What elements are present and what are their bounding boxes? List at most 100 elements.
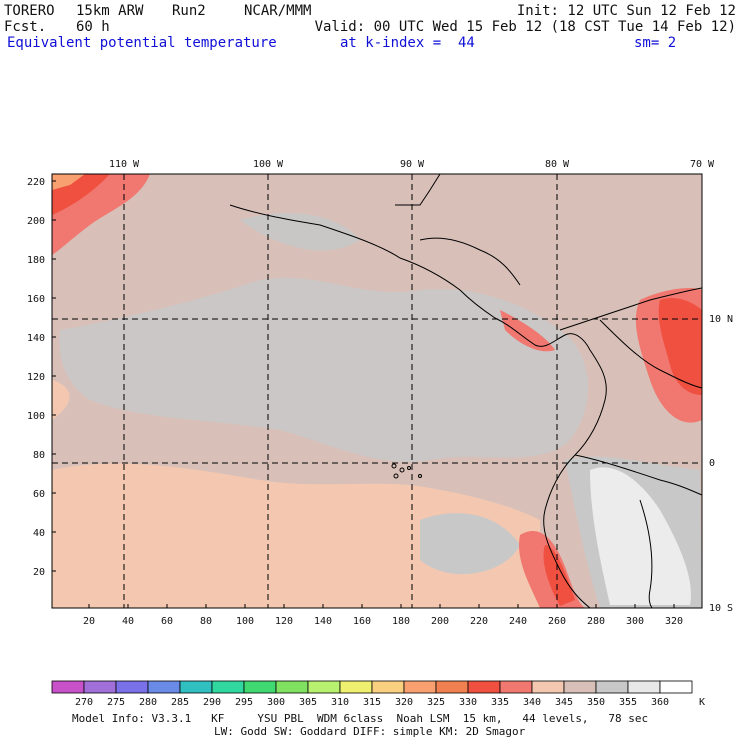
- field-south-salmon: [52, 463, 540, 608]
- colorbar-swatch: [371, 680, 405, 694]
- colorbar-label: 300: [267, 697, 285, 708]
- colorbar-label: 340: [523, 697, 541, 708]
- peru-bolivia-border: [639, 499, 653, 608]
- colorbar-swatch: [435, 680, 469, 694]
- colorbar-label: 345: [555, 697, 573, 708]
- central-america-border: [419, 237, 521, 286]
- coastlines: [229, 174, 702, 608]
- model-info: Model Info: V3.3.1 KF YSU PBL WDM 6class…: [72, 712, 649, 725]
- colorbar-label: 330: [459, 697, 477, 708]
- galapagos-island-3: [393, 473, 399, 479]
- latlon-grid: [52, 174, 702, 608]
- y-tick-label: 200: [27, 216, 45, 227]
- field-peru-hot: [543, 545, 575, 606]
- field-west-salmon: [52, 380, 70, 420]
- forecast-label: Fcst.: [4, 19, 47, 35]
- colorbar-swatch: [659, 680, 693, 694]
- field-sw-grey: [420, 513, 520, 575]
- colorbar-swatch: [179, 680, 213, 694]
- galapagos-island-5: [418, 474, 422, 478]
- x-tick-label: 200: [431, 616, 449, 627]
- x-tick-label: 260: [548, 616, 566, 627]
- colorbar-label: 320: [395, 697, 413, 708]
- colorbar: 270 275 280 285 290 295 300 305 310 315 320 325 330 3…: [51, 680, 693, 708]
- colorbar-swatch: [563, 680, 597, 694]
- y-tick-label: 20: [33, 567, 45, 578]
- galapagos-island-4: [407, 466, 411, 470]
- map-field: [52, 174, 702, 608]
- colorbar-swatch: [531, 680, 565, 694]
- x-tick-label: 220: [470, 616, 488, 627]
- colorbar-label: 360: [651, 697, 669, 708]
- lon-label-70w: 70 W: [690, 159, 715, 170]
- field-name: Equivalent potential temperature: [7, 35, 277, 51]
- colorbar-swatch: [115, 680, 149, 694]
- colorbar-label: 270: [75, 697, 93, 708]
- y-tick-label: 40: [33, 528, 45, 539]
- x-tick-label: 20: [83, 616, 95, 627]
- colorbar-swatch: [403, 680, 437, 694]
- colorbar-swatch: [307, 680, 341, 694]
- x-tick-label: 40: [122, 616, 134, 627]
- colorbar-swatch: [51, 680, 85, 694]
- colorbar-swatch: [83, 680, 117, 694]
- run-label: Run2: [172, 3, 206, 19]
- x-tick-label: 120: [275, 616, 293, 627]
- field-central-grey: [59, 277, 589, 463]
- colorbar-label: 275: [107, 697, 125, 708]
- y-tick-label: 220: [27, 177, 45, 188]
- lat-label-10s: 10 S: [709, 603, 733, 614]
- yucatan-border: [395, 174, 441, 206]
- colorbar-label: 325: [427, 697, 445, 708]
- physics-info: LW: Godd SW: Goddard DIFF: simple KM: 2D…: [214, 725, 526, 738]
- org-label: NCAR/MMM: [244, 3, 312, 19]
- y-tick-label: 140: [27, 333, 45, 344]
- colombia-venezuela-border: [599, 319, 702, 389]
- x-tick-label: 180: [392, 616, 410, 627]
- field-north-grey: [240, 212, 360, 251]
- lon-label-90w: 90 W: [400, 159, 425, 170]
- x-tick-label: 240: [509, 616, 527, 627]
- field-ne-hot: [658, 298, 702, 395]
- galapagos-island-1: [391, 463, 397, 469]
- colorbar-swatch: [275, 680, 309, 694]
- y-tick-label: 80: [33, 450, 45, 461]
- map-frame: [51, 173, 703, 609]
- colorbar-label: 335: [491, 697, 509, 708]
- level-label: at k-index = 44: [340, 35, 475, 51]
- colorbar-label: 315: [363, 697, 381, 708]
- lon-label-110w: 110 W: [109, 159, 140, 170]
- x-tick-label: 300: [626, 616, 644, 627]
- colorbar-label: 290: [203, 697, 221, 708]
- colorbar-label: 355: [619, 697, 637, 708]
- colorbar-label: 280: [139, 697, 157, 708]
- colorbar-swatch: [243, 680, 277, 694]
- colorbar-unit: K: [699, 697, 705, 708]
- colorbar-label: 305: [299, 697, 317, 708]
- colorbar-label: 295: [235, 697, 253, 708]
- y-tick-label: 100: [27, 411, 45, 422]
- colorbar-swatch: [627, 680, 661, 694]
- y-tick-label: 120: [27, 372, 45, 383]
- y-tick-label: 60: [33, 489, 45, 500]
- y-axis-ticks: 220 200 180 160 140 120 100 80 60 40 20: [27, 177, 56, 578]
- colorbar-swatch: [147, 680, 181, 694]
- x-axis-ticks: 20 40 60 80 100 120 140 160 180 200 220 240 260 280 30…: [83, 604, 683, 627]
- pacific-coastline: [229, 204, 607, 608]
- colorbar-swatch: [467, 680, 501, 694]
- field-costa-rica-warm: [500, 310, 555, 352]
- colorbar-swatch: [499, 680, 533, 694]
- y-tick-label: 180: [27, 255, 45, 266]
- caribbean-coast: [559, 287, 702, 331]
- lon-label-80w: 80 W: [545, 159, 570, 170]
- lat-label-equator: 0: [709, 458, 715, 469]
- x-tick-label: 280: [587, 616, 605, 627]
- field-altiplano-light: [590, 467, 691, 605]
- x-tick-label: 140: [314, 616, 332, 627]
- init-time: Init: 12 UTC Sun 12 Feb 12: [516, 3, 736, 19]
- lat-label-10n: 10 N: [709, 314, 733, 325]
- y-tick-label: 160: [27, 294, 45, 305]
- model-resolution: 15km ARW: [76, 3, 144, 19]
- x-tick-label: 60: [161, 616, 173, 627]
- colorbar-label: 285: [171, 697, 189, 708]
